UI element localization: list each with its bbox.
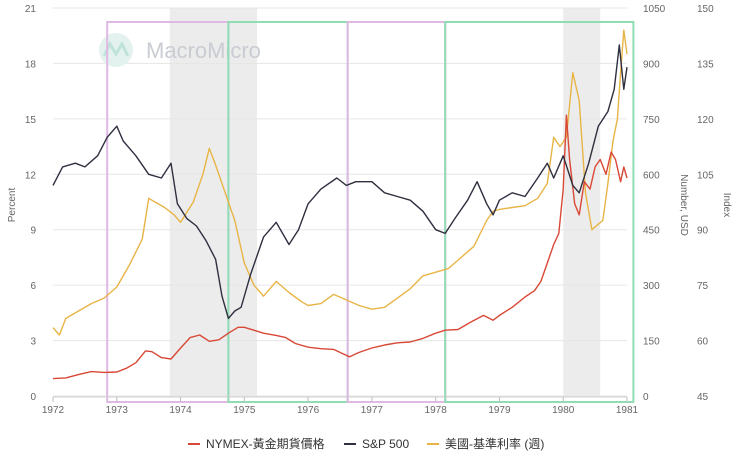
right1-tick-label-5: 750 bbox=[643, 115, 660, 126]
left-tick-label-5: 15 bbox=[25, 115, 37, 126]
x-tick-label-8: 1980 bbox=[552, 405, 575, 416]
legend-label-rate: 美國-基準利率 (週) bbox=[445, 436, 544, 451]
right2-tick-label-1: 60 bbox=[697, 337, 709, 348]
x-tick-label-2: 1974 bbox=[169, 405, 192, 416]
highlight-boxes bbox=[106, 21, 635, 403]
right2-tick-label-6: 135 bbox=[697, 59, 714, 70]
left-tick-label-7: 21 bbox=[25, 4, 37, 15]
left-tick-label-0: 0 bbox=[30, 392, 36, 403]
right1-tick-label-6: 900 bbox=[643, 59, 660, 70]
series-lines bbox=[52, 29, 628, 380]
series-line-1[interactable] bbox=[52, 44, 628, 320]
right2-tick-label-5: 120 bbox=[697, 115, 714, 126]
x-tick-label-7: 1979 bbox=[488, 405, 511, 416]
x-tick-label-5: 1977 bbox=[361, 405, 384, 416]
x-tick-label-6: 1978 bbox=[425, 405, 448, 416]
x-tick-label-4: 1976 bbox=[297, 405, 320, 416]
right1-tick-label-2: 300 bbox=[643, 281, 660, 292]
left-axis-title: Percent bbox=[7, 188, 18, 223]
left-tick-label-4: 12 bbox=[25, 170, 37, 181]
right2-tick-label-7: 150 bbox=[697, 4, 714, 15]
right2-tick-label-3: 90 bbox=[697, 226, 709, 237]
left-tick-label-6: 18 bbox=[25, 59, 37, 70]
watermark: MacroMicro bbox=[99, 33, 261, 67]
left-tick-label-3: 9 bbox=[30, 226, 36, 237]
right1-tick-label-0: 0 bbox=[643, 392, 649, 403]
gridlines bbox=[53, 7, 627, 397]
x-tick-label-9: 1981 bbox=[616, 405, 639, 416]
left-tick-label-1: 3 bbox=[30, 337, 36, 348]
right1-tick-label-1: 150 bbox=[643, 337, 660, 348]
legend-item-sp500[interactable]: S&P 500 bbox=[344, 437, 409, 451]
x-tick-label-1: 1973 bbox=[106, 405, 129, 416]
legend-item-gold[interactable]: NYMEX-黃金期貨價格 bbox=[188, 436, 325, 451]
right1-tick-label-7: 1050 bbox=[643, 4, 666, 15]
x-tick-label-0: 1972 bbox=[42, 405, 65, 416]
legend: NYMEX-黃金期貨價格 S&P 500 美國-基準利率 (週) bbox=[188, 436, 544, 451]
right2-tick-label-2: 75 bbox=[697, 281, 709, 292]
series-line-0[interactable] bbox=[52, 114, 628, 380]
right2-axis-title: Index bbox=[721, 193, 732, 217]
right2-tick-label-0: 45 bbox=[697, 392, 709, 403]
right1-tick-label-4: 600 bbox=[643, 170, 660, 181]
watermark-text: MacroMicro bbox=[146, 38, 261, 63]
axes: 1972 1973 1974 1975 1976 1977 1978 1979 1980 1981… bbox=[25, 4, 714, 416]
highlight-box-2 bbox=[346, 21, 447, 403]
x-tick-label-3: 1975 bbox=[233, 405, 256, 416]
legend-label-gold: NYMEX-黃金期貨價格 bbox=[206, 436, 325, 451]
watermark-logo-icon bbox=[99, 33, 133, 67]
right1-axis-title: Number, USD bbox=[678, 174, 689, 236]
legend-item-rate[interactable]: 美國-基準利率 (週) bbox=[427, 436, 544, 451]
highlight-box-3 bbox=[444, 21, 635, 403]
left-tick-label-2: 6 bbox=[30, 281, 36, 292]
right2-tick-label-4: 105 bbox=[697, 170, 714, 181]
series-line-2[interactable] bbox=[52, 29, 628, 336]
recession-band-0 bbox=[169, 8, 258, 396]
legend-label-sp500: S&P 500 bbox=[362, 437, 409, 451]
right1-tick-label-3: 450 bbox=[643, 226, 660, 237]
recession-shading bbox=[169, 8, 601, 396]
